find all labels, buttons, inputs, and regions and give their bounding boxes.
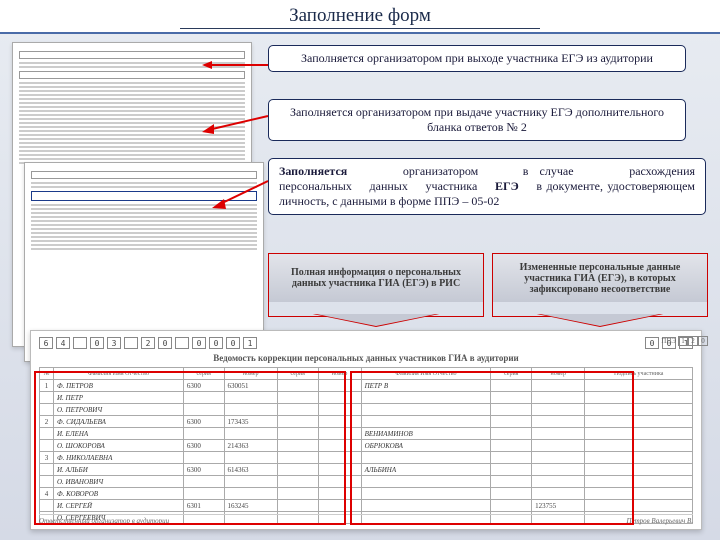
title-text: Заполнение форм [289, 5, 431, 27]
ppz-code: ППЭ 120 [661, 336, 708, 346]
title-underline [180, 28, 540, 29]
form-header: 64 03 20 0001001 [39, 337, 693, 349]
arrow-3 [210, 175, 270, 215]
banner-left: Полная информация о персональных данных … [268, 253, 484, 317]
callout-3: Заполняется организатором в случае расхо… [268, 158, 706, 215]
footer-signature: Петров Валерьевич В. [627, 517, 693, 525]
red-outline-left [34, 371, 346, 525]
banner-left-text: Полная информация о персональных данных … [269, 254, 483, 302]
banner-right-text: Измененные персональные данные участника… [493, 254, 707, 302]
form-subtitle: Ведомость коррекции персональных данных … [39, 353, 693, 363]
callout-1: Заполняется организатором при выходе уча… [268, 45, 686, 72]
red-outline-right [350, 371, 634, 525]
arrow-2 [200, 110, 270, 140]
arrow-1 [200, 55, 270, 75]
callout-3-text: Заполняется организатором в случае расхо… [279, 164, 695, 208]
banner-row: Полная информация о персональных данных … [268, 253, 708, 317]
callout-2: Заполняется организатором при выдаче уча… [268, 99, 686, 141]
callout-1-text: Заполняется организатором при выходе уча… [301, 51, 653, 65]
callout-2-text: Заполняется организатором при выдаче уча… [290, 105, 664, 134]
page-title: Заполнение форм [0, 0, 720, 34]
banner-right: Измененные персональные данные участника… [492, 253, 708, 317]
